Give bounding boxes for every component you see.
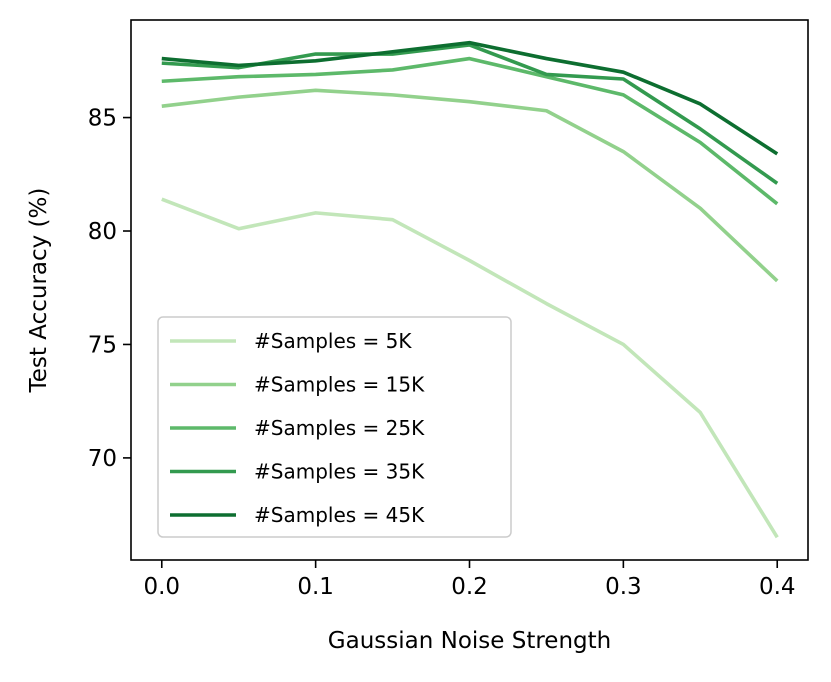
legend-label: #Samples = 45K (254, 503, 425, 527)
y-tick-label: 80 (88, 219, 117, 245)
legend-item: #Samples = 25K (170, 416, 425, 440)
legend-item: #Samples = 15K (170, 373, 425, 397)
legend-item: #Samples = 45K (170, 503, 425, 527)
y-axis-title: Test Accuracy (%) (26, 188, 52, 394)
legend-item: #Samples = 5K (170, 329, 412, 353)
x-tick-label: 0.3 (605, 574, 642, 600)
y-axis: 70 75 80 85 (88, 106, 131, 472)
x-tick-label: 0.1 (297, 574, 334, 600)
x-tick-label: 0.0 (143, 574, 180, 600)
x-tick-label: 0.4 (759, 574, 796, 600)
y-tick-label: 70 (88, 446, 117, 472)
series-line-5 (161, 40, 779, 156)
legend: #Samples = 5K #Samples = 15K #Samples = 25… (157, 316, 512, 538)
legend-label: #Samples = 5K (254, 329, 412, 353)
series-line-2 (161, 88, 779, 283)
legend-frame (157, 316, 512, 538)
x-tick-label: 0.2 (451, 574, 488, 600)
legend-item: #Samples = 35K (170, 460, 425, 484)
series-line-3 (161, 56, 779, 206)
x-axis: 0.0 0.1 0.2 0.3 0.4 (143, 560, 796, 600)
legend-label: #Samples = 25K (254, 416, 425, 440)
x-axis-title: Gaussian Noise Strength (328, 628, 611, 654)
series-line-1 (161, 197, 779, 539)
y-tick-label: 75 (88, 332, 117, 358)
legend-label: #Samples = 15K (254, 373, 425, 397)
y-tick-label: 85 (88, 106, 117, 132)
legend-label: #Samples = 35K (254, 460, 425, 484)
plot-lines (161, 40, 779, 539)
